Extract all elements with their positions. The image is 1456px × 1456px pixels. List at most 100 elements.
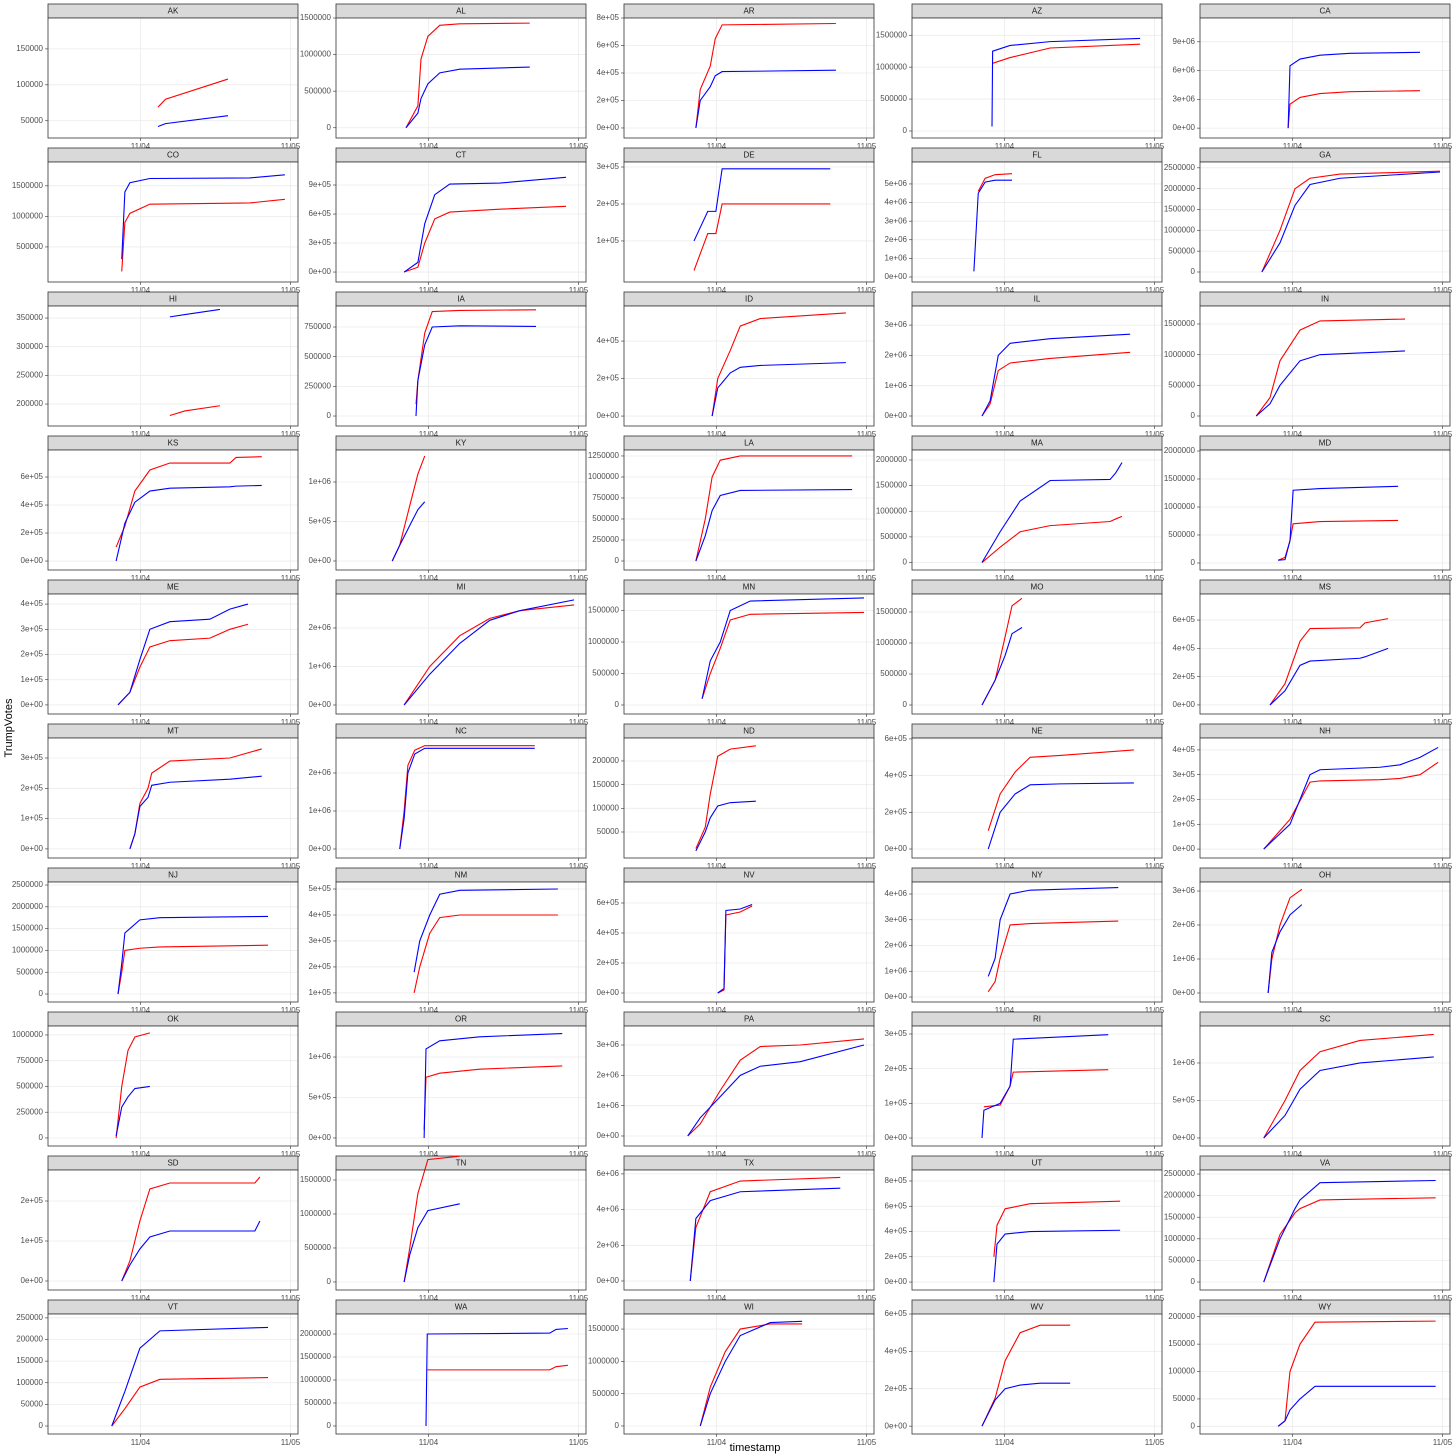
y-tick-label: 0 xyxy=(39,1133,44,1142)
x-tick-label: 11/05 xyxy=(1433,718,1453,727)
plot-background xyxy=(624,738,874,858)
x-axis-title: timestamp xyxy=(730,1442,781,1454)
y-tick-label: 0 xyxy=(1191,267,1196,276)
panel-border xyxy=(47,1025,299,1147)
y-tick-label: 100000 xyxy=(16,80,43,89)
panel-border xyxy=(47,1169,299,1291)
x-tick-label: 11/04 xyxy=(1283,862,1303,871)
plot-background xyxy=(912,1314,1162,1434)
y-tick-label: 250000 xyxy=(592,535,619,544)
series-line xyxy=(981,627,1023,706)
series-line xyxy=(403,1203,460,1283)
panel-border xyxy=(911,1313,1163,1435)
x-tick-label: 11/04 xyxy=(131,1006,151,1015)
x-tick-label: 11/05 xyxy=(569,286,589,295)
panel-border xyxy=(911,305,1163,427)
y-tick-label: 1e+06 xyxy=(885,966,908,975)
series-line xyxy=(413,914,558,994)
panel-border xyxy=(335,1169,587,1291)
y-tick-label: 0 xyxy=(903,558,908,567)
y-tick-label: 500000 xyxy=(304,352,331,361)
y-tick-label: 250000 xyxy=(16,1107,43,1116)
x-tick-label: 11/05 xyxy=(281,142,301,151)
panel-border xyxy=(1199,881,1451,1003)
plot-background xyxy=(912,594,1162,714)
series-line xyxy=(695,69,836,129)
x-tick-label: 11/04 xyxy=(707,1438,727,1447)
series-line xyxy=(991,37,1141,127)
plot-background xyxy=(48,18,298,138)
y-tick-label: 150000 xyxy=(592,780,619,789)
panel-border xyxy=(1199,161,1451,283)
panel-border xyxy=(911,17,1163,139)
strip-label: MA xyxy=(1031,439,1044,448)
panel-border xyxy=(335,17,587,139)
y-tick-label: 0e+00 xyxy=(309,700,332,709)
x-tick-label: 11/05 xyxy=(857,574,877,583)
y-tick-label: 4e+05 xyxy=(885,1227,908,1236)
y-tick-label: 0e+00 xyxy=(21,556,44,565)
x-tick-label: 11/05 xyxy=(569,1006,589,1015)
y-tick-label: 2e+05 xyxy=(885,807,908,816)
strip-label: NY xyxy=(1031,871,1043,880)
y-tick-label: 500000 xyxy=(1168,380,1195,389)
y-tick-label: 2e+06 xyxy=(309,623,332,632)
x-tick-label: 11/05 xyxy=(569,718,589,727)
panel-border xyxy=(335,737,587,859)
series-line xyxy=(695,745,756,849)
y-tick-label: 2e+05 xyxy=(597,374,620,383)
x-tick-label: 11/05 xyxy=(569,574,589,583)
y-tick-label: 750000 xyxy=(304,322,331,331)
x-tick-label: 11/05 xyxy=(569,862,589,871)
strip-label: AL xyxy=(456,7,466,16)
series-line xyxy=(987,887,1119,977)
x-tick-label: 11/04 xyxy=(1283,430,1303,439)
series-line xyxy=(695,455,853,562)
strip-label: MS xyxy=(1319,583,1331,592)
y-tick-label: 1500000 xyxy=(1164,1212,1196,1221)
series-line xyxy=(689,1187,841,1282)
y-tick-label: 1500000 xyxy=(12,924,44,933)
series-line xyxy=(987,749,1134,831)
y-tick-label: 750000 xyxy=(16,1056,43,1065)
strip-label: PA xyxy=(744,1015,755,1024)
plot-background xyxy=(1200,18,1450,138)
panel-border xyxy=(623,161,875,283)
x-tick-label: 11/05 xyxy=(1433,1294,1453,1303)
series-line xyxy=(981,1324,1071,1427)
y-tick-label: 0 xyxy=(327,1421,332,1430)
panel-border xyxy=(911,449,1163,571)
y-tick-label: 0 xyxy=(327,411,332,420)
y-tick-label: 1e+06 xyxy=(309,1052,332,1061)
y-tick-label: 0e+00 xyxy=(597,411,620,420)
series-line xyxy=(399,747,535,850)
x-tick-label: 11/05 xyxy=(281,718,301,727)
plot-background xyxy=(624,450,874,570)
x-tick-label: 11/05 xyxy=(857,1294,877,1303)
y-tick-label: 300000 xyxy=(16,342,43,351)
x-tick-label: 11/04 xyxy=(419,286,439,295)
x-tick-label: 11/05 xyxy=(857,286,877,295)
y-tick-label: 50000 xyxy=(1173,1394,1196,1403)
y-tick-label: 1000000 xyxy=(588,637,620,646)
y-tick-label: 2e+06 xyxy=(597,1070,620,1079)
y-tick-label: 0e+00 xyxy=(309,267,332,276)
x-tick-label: 11/05 xyxy=(1433,1006,1453,1015)
y-tick-label: 2e+05 xyxy=(21,1196,44,1205)
x-tick-label: 11/04 xyxy=(995,718,1015,727)
series-line xyxy=(981,333,1131,417)
x-tick-label: 11/04 xyxy=(1283,718,1303,727)
y-tick-label: 0e+00 xyxy=(21,700,44,709)
x-tick-label: 11/04 xyxy=(707,142,727,151)
panel-border xyxy=(623,17,875,139)
y-tick-label: 6e+05 xyxy=(885,734,908,743)
y-tick-label: 2e+06 xyxy=(885,351,908,360)
y-tick-label: 1000000 xyxy=(588,1356,620,1365)
y-tick-label: 9e+06 xyxy=(1173,37,1196,46)
y-tick-label: 4e+05 xyxy=(1173,643,1196,652)
x-tick-label: 11/04 xyxy=(995,574,1015,583)
series-line xyxy=(111,1377,269,1427)
y-tick-label: 1e+06 xyxy=(1173,1058,1196,1067)
y-tick-label: 2500000 xyxy=(1164,1169,1196,1178)
